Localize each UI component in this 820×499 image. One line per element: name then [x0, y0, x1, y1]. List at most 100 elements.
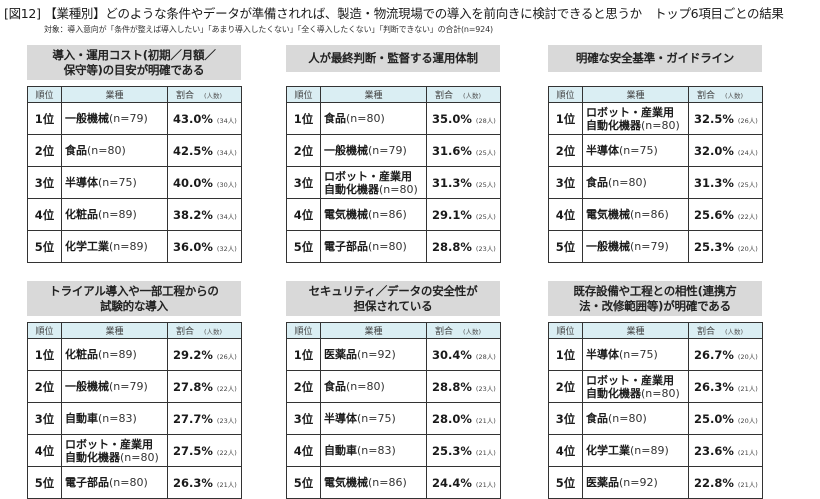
table-header-row: 順位 業種 割合 (人数) [548, 86, 763, 103]
table-row: 1位 ロボット・産業用 自動化機器(n=80) 32.5% (26人) [548, 102, 763, 135]
header-rank: 順位 [548, 86, 583, 103]
industry-name: 半導体 [586, 144, 619, 157]
sample-size: (n=80) [368, 240, 407, 253]
sample-size: (n=79) [368, 144, 407, 157]
rank-cell: 1位 [27, 338, 62, 371]
sample-size: (n=89) [98, 348, 137, 361]
rank-cell: 4位 [286, 198, 321, 231]
rate-cell: 28.8% (23人) [426, 370, 501, 403]
table-row: 5位 化学工業(n=89) 36.0% (32人) [27, 230, 242, 263]
people-count: (25人) [475, 212, 496, 221]
rank-cell: 1位 [286, 338, 321, 371]
panel-title: 導入・運用コスト(初期／月額／ 保守等)の目安が明確である [27, 45, 241, 80]
industry-cell: 電気機械(n=86) [320, 466, 427, 499]
industry-name: 化粧品 [65, 348, 98, 361]
rate-value: 27.5% [173, 443, 213, 458]
sample-size: (n=75) [619, 144, 658, 157]
industry-cell: 化学工業(n=89) [582, 434, 689, 467]
table-row: 3位 食品(n=80) 25.0% (20人) [548, 402, 763, 435]
industry-name: 一般機械 [586, 240, 630, 253]
table-row: 4位 電気機械(n=86) 29.1% (25人) [286, 198, 501, 231]
rate-cell: 28.8% (23人) [426, 230, 501, 263]
industry-name: 電子部品 [65, 476, 109, 489]
people-count: (23人) [475, 244, 496, 253]
panel-title-line: トライアル導入や一部工程からの [49, 283, 219, 298]
ranking-panel: セキュリティ／データの安全性が 担保されている 順位 業種 割合 (人数) 1位 医薬品(n=… [286, 281, 501, 499]
header-rate: 割合 (人数) [167, 86, 242, 103]
header-rank: 順位 [27, 322, 62, 339]
rate-cell: 25.0% (20人) [688, 402, 763, 435]
ranking-table: 順位 業種 割合 (人数) 1位 食品(n=80) 35.0% (28人) 2位 一般機械(n=7… [286, 86, 501, 263]
people-count: (34人) [216, 212, 237, 221]
rank-cell: 3位 [286, 166, 321, 199]
header-rate: 割合 (人数) [688, 86, 763, 103]
industry-name: ロボット・産業用 自動化機器 [586, 373, 674, 400]
header-people-label: (人数) [463, 328, 482, 336]
industry-name: 医薬品 [324, 348, 357, 361]
industry-cell: 食品(n=80) [582, 166, 689, 199]
rank-cell: 5位 [27, 466, 62, 499]
industry-name: 半導体 [324, 412, 357, 425]
people-count: (20人) [737, 244, 758, 253]
industry-cell: 一般機械(n=79) [61, 102, 168, 135]
panel-title-text: 明確な安全基準・ガイドライン [576, 51, 734, 66]
industry-cell: 一般機械(n=79) [582, 230, 689, 263]
panel-title-text: 人が最終判断・監督する運用体制 [308, 51, 478, 66]
header-rate: 割合 (人数) [167, 322, 242, 339]
rate-cell: 26.7% (20人) [688, 338, 763, 371]
people-count: (22人) [737, 212, 758, 221]
rate-value: 31.3% [694, 175, 734, 190]
industry-name: 一般機械 [324, 144, 368, 157]
rate-cell: 24.4% (21人) [426, 466, 501, 499]
panel-title-line: 導入・運用コスト(初期／月額／ [52, 47, 216, 62]
header-industry: 業種 [61, 86, 168, 103]
people-count: (22人) [216, 448, 237, 457]
sample-size: (n=83) [98, 412, 137, 425]
rate-cell: 27.8% (22人) [167, 370, 242, 403]
rate-value: 22.8% [694, 475, 734, 490]
rate-value: 38.2% [173, 207, 213, 222]
industry-name: 電子部品 [324, 240, 368, 253]
table-row: 5位 一般機械(n=79) 25.3% (20人) [548, 230, 763, 263]
people-count: (34人) [216, 148, 237, 157]
industry-cell: 電子部品(n=80) [61, 466, 168, 499]
panel-title: 人が最終判断・監督する運用体制 [286, 45, 500, 72]
rate-value: 31.6% [432, 143, 472, 158]
rank-cell: 4位 [27, 434, 62, 467]
people-count: (21人) [475, 416, 496, 425]
sample-size: (n=75) [98, 176, 137, 189]
rate-cell: 35.0% (28人) [426, 102, 501, 135]
industry-cell: 電子部品(n=80) [320, 230, 427, 263]
sample-size: (n=80) [346, 380, 385, 393]
rate-cell: 29.1% (25人) [426, 198, 501, 231]
rate-value: 26.3% [173, 475, 213, 490]
industry-name: 一般機械 [65, 112, 109, 125]
rank-cell: 2位 [286, 134, 321, 167]
sample-size: (n=86) [630, 208, 669, 221]
rate-value: 28.0% [432, 411, 472, 426]
people-count: (21人) [737, 480, 758, 489]
table-header-row: 順位 業種 割合 (人数) [286, 322, 501, 339]
rate-value: 23.6% [694, 443, 734, 458]
table-row: 5位 電気機械(n=86) 24.4% (21人) [286, 466, 501, 499]
people-count: (28人) [475, 116, 496, 125]
rank-cell: 1位 [548, 102, 583, 135]
industry-name: 電気機械 [324, 208, 368, 221]
industry-cell: 自動車(n=83) [61, 402, 168, 435]
industry-cell: 半導体(n=75) [582, 134, 689, 167]
header-rate-label: 割合 [176, 327, 195, 337]
table-row: 4位 ロボット・産業用 自動化機器(n=80) 27.5% (22人) [27, 434, 242, 467]
panel-title-line: 担保されている [353, 298, 433, 313]
rate-value: 30.4% [432, 347, 472, 362]
sample-size: (n=80) [346, 112, 385, 125]
people-count: (30人) [216, 180, 237, 189]
rate-cell: 25.3% (20人) [688, 230, 763, 263]
people-count: (21人) [216, 480, 237, 489]
industry-cell: 化粧品(n=89) [61, 338, 168, 371]
rate-value: 25.6% [694, 207, 734, 222]
sample-size: (n=75) [357, 412, 396, 425]
industry-cell: 食品(n=80) [582, 402, 689, 435]
sample-size: (n=92) [619, 476, 658, 489]
sample-size: (n=79) [630, 240, 669, 253]
table-row: 2位 ロボット・産業用 自動化機器(n=80) 26.3% (21人) [548, 370, 763, 403]
